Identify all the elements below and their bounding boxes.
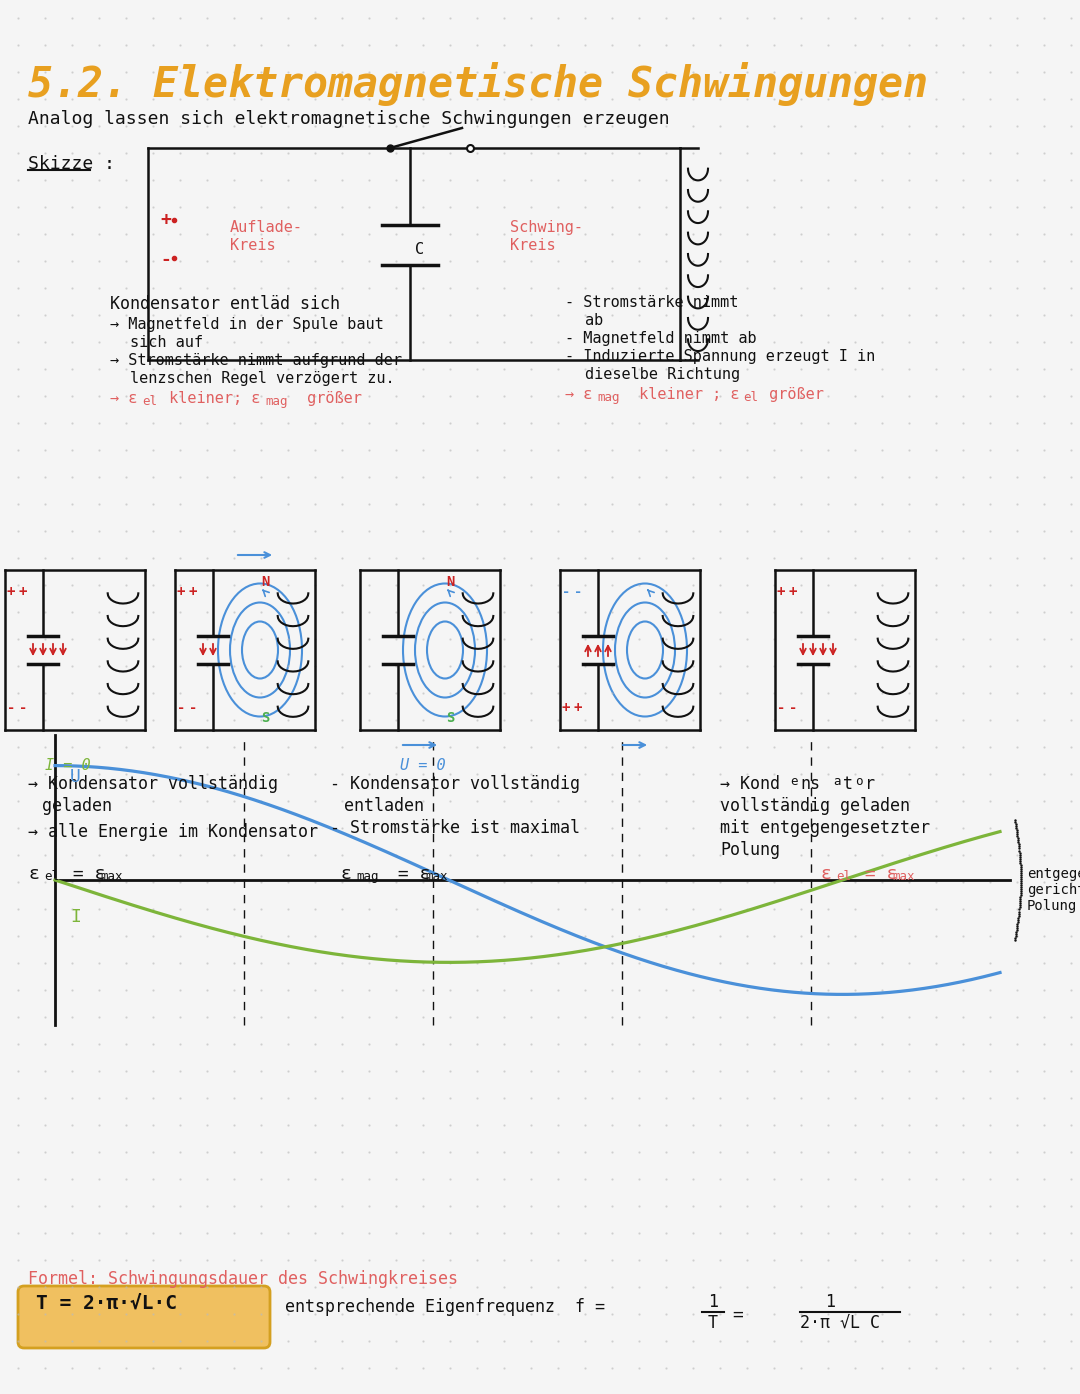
Text: -: - xyxy=(189,701,198,715)
Text: r: r xyxy=(865,775,875,793)
Text: kleiner ; ε: kleiner ; ε xyxy=(630,388,740,401)
Text: - Magnetfeld nimmt ab: - Magnetfeld nimmt ab xyxy=(565,330,757,346)
Text: ε: ε xyxy=(28,866,39,882)
Text: Kreis: Kreis xyxy=(510,238,555,252)
Text: kleiner; ε: kleiner; ε xyxy=(160,390,260,406)
Text: - Induzierte Spannung erzeugt I in: - Induzierte Spannung erzeugt I in xyxy=(565,348,875,364)
Text: -: - xyxy=(177,701,185,715)
Text: N: N xyxy=(260,574,269,590)
Text: +: + xyxy=(777,585,785,599)
Text: +: + xyxy=(6,585,15,599)
Text: Schwing-: Schwing- xyxy=(510,220,583,236)
Text: lenzschen Regel verzögert zu.: lenzschen Regel verzögert zu. xyxy=(130,371,394,386)
Text: mag: mag xyxy=(597,390,620,404)
Text: ab: ab xyxy=(585,314,604,328)
Text: el: el xyxy=(836,870,851,882)
Text: mag: mag xyxy=(265,395,287,408)
Text: +: + xyxy=(160,210,171,229)
Text: → Kondensator vollständig: → Kondensator vollständig xyxy=(28,775,278,793)
Text: Kondensator entläd sich: Kondensator entläd sich xyxy=(110,296,340,314)
Text: -: - xyxy=(562,585,570,599)
Text: =: = xyxy=(732,1306,743,1324)
Text: entsprechende Eigenfrequenz  f =: entsprechende Eigenfrequenz f = xyxy=(285,1298,605,1316)
Text: → ε: → ε xyxy=(110,390,137,406)
Text: o: o xyxy=(855,775,863,788)
Text: 1: 1 xyxy=(708,1294,718,1310)
Text: = ε: = ε xyxy=(62,866,106,882)
Text: T = 2·π·√L·C: T = 2·π·√L·C xyxy=(36,1294,177,1313)
Text: +: + xyxy=(573,701,582,715)
Text: +: + xyxy=(18,585,27,599)
Text: → Kond: → Kond xyxy=(720,775,780,793)
Text: max: max xyxy=(892,870,915,882)
Text: dieselbe Richtung: dieselbe Richtung xyxy=(585,367,740,382)
Text: N: N xyxy=(446,574,455,590)
Text: 2·π √L C: 2·π √L C xyxy=(800,1315,880,1333)
Text: el: el xyxy=(44,870,59,882)
Text: Auflade-: Auflade- xyxy=(230,220,303,236)
Text: entladen: entladen xyxy=(345,797,424,815)
Text: U: U xyxy=(70,768,81,786)
Text: ns: ns xyxy=(800,775,820,793)
Text: mag: mag xyxy=(356,870,378,882)
Text: +: + xyxy=(177,585,185,599)
Text: -: - xyxy=(788,701,797,715)
Text: → ε: → ε xyxy=(565,388,592,401)
Text: = ε: = ε xyxy=(854,866,897,882)
Text: ε: ε xyxy=(340,866,351,882)
Text: Analog lassen sich elektromagnetische Schwingungen erzeugen: Analog lassen sich elektromagnetische Sc… xyxy=(28,110,670,128)
Text: -: - xyxy=(573,585,582,599)
Text: U = 0: U = 0 xyxy=(400,758,446,774)
Text: +: + xyxy=(189,585,198,599)
Text: t: t xyxy=(843,775,853,793)
Text: +: + xyxy=(788,585,797,599)
Text: S: S xyxy=(260,711,269,725)
Text: 1: 1 xyxy=(825,1294,835,1310)
Text: → alle Energie im Kondensator: → alle Energie im Kondensator xyxy=(28,822,318,841)
Text: größer: größer xyxy=(298,390,362,406)
Text: größer: größer xyxy=(760,388,824,401)
Text: max: max xyxy=(100,870,122,882)
Text: Polung: Polung xyxy=(720,841,780,859)
Text: e: e xyxy=(789,775,797,788)
Text: - Kondensator vollständig: - Kondensator vollständig xyxy=(330,775,580,793)
Text: +: + xyxy=(562,701,570,715)
Text: geladen: geladen xyxy=(42,797,112,815)
Text: 5.2. Elektromagnetische Schwingungen: 5.2. Elektromagnetische Schwingungen xyxy=(28,61,928,106)
Text: mit entgegengesetzter: mit entgegengesetzter xyxy=(720,820,930,836)
Text: - Stromstärke ist maximal: - Stromstärke ist maximal xyxy=(330,820,580,836)
Text: max: max xyxy=(426,870,447,882)
FancyBboxPatch shape xyxy=(18,1287,270,1348)
Text: el: el xyxy=(743,390,758,404)
Text: a: a xyxy=(833,775,840,788)
Text: ε: ε xyxy=(820,866,831,882)
Text: I: I xyxy=(70,907,81,926)
Text: sich auf: sich auf xyxy=(130,335,203,350)
Text: entgegen
gerichtete
Polung: entgegen gerichtete Polung xyxy=(1027,867,1080,913)
Text: vollständig geladen: vollständig geladen xyxy=(720,797,910,815)
Text: -: - xyxy=(18,701,27,715)
Text: T: T xyxy=(708,1315,718,1333)
Text: Skizze :: Skizze : xyxy=(28,155,114,173)
Text: I = 0: I = 0 xyxy=(45,758,91,774)
Text: → Magnetfeld in der Spule baut: → Magnetfeld in der Spule baut xyxy=(110,316,383,332)
Text: C: C xyxy=(415,243,424,258)
Text: -: - xyxy=(160,251,171,269)
Text: -: - xyxy=(6,701,15,715)
Text: - Stromstärke nimmt: - Stromstärke nimmt xyxy=(565,296,739,309)
Text: Formel: Schwingungsdauer des Schwingkreises: Formel: Schwingungsdauer des Schwingkrei… xyxy=(28,1270,458,1288)
Text: S: S xyxy=(446,711,455,725)
Text: -: - xyxy=(777,701,785,715)
Text: → Stromstärke nimmt aufgrund der: → Stromstärke nimmt aufgrund der xyxy=(110,353,402,368)
Text: Kreis: Kreis xyxy=(230,238,275,252)
Text: = ε: = ε xyxy=(387,866,431,882)
Text: el: el xyxy=(141,395,157,408)
